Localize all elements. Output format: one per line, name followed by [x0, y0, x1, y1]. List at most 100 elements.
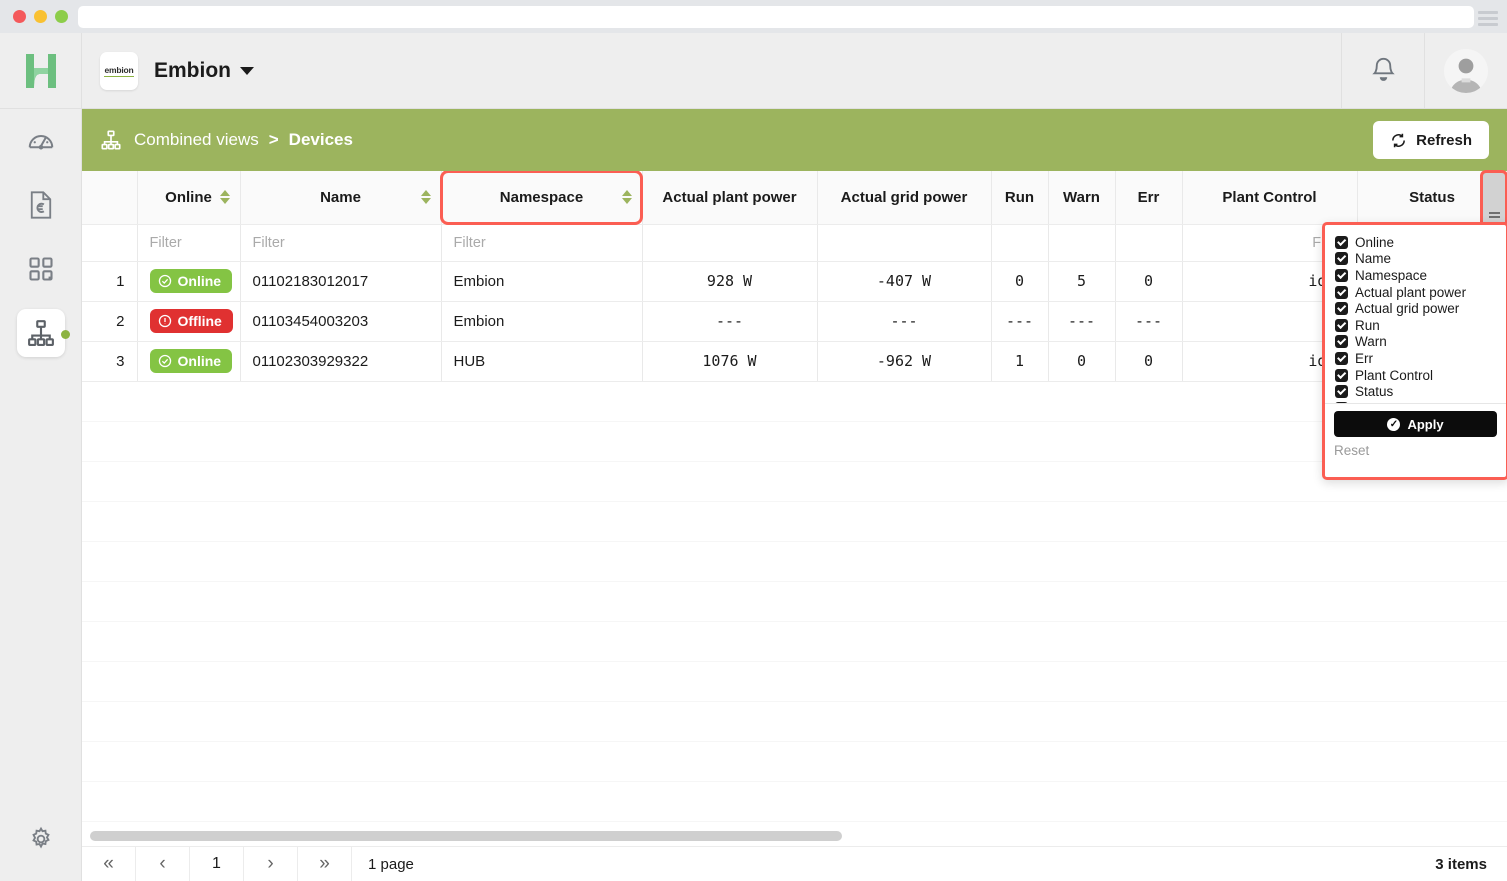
sitemap-icon	[101, 130, 121, 150]
cell-actual-grid-power: ---	[817, 301, 992, 342]
column-header-plant-control[interactable]: Plant Control	[1182, 171, 1358, 225]
current-page-input[interactable]: 1	[190, 847, 244, 881]
sort-icon[interactable]	[219, 190, 230, 205]
column-header-err[interactable]: Err	[1115, 171, 1183, 225]
horizontal-scrollbar-thumb[interactable]	[90, 831, 842, 841]
next-page-button[interactable]: ›	[244, 847, 298, 881]
close-window-button[interactable]	[13, 10, 26, 23]
column-toggle-err[interactable]: Err	[1335, 350, 1506, 367]
column-chooser-list: Online Name Namespace Actual plant power…	[1325, 225, 1506, 403]
horizontal-scrollbar-track[interactable]	[82, 826, 1507, 846]
filter-input-online[interactable]: Filter	[137, 224, 241, 262]
table-row[interactable]: 2 Offline 01103454003203 Embion --- --- …	[82, 301, 1507, 342]
breadcrumb-parent[interactable]: Combined views	[134, 130, 259, 149]
column-toggle-warn[interactable]: Warn	[1335, 334, 1506, 351]
apply-button[interactable]: ✓ Apply	[1334, 411, 1497, 437]
checkbox[interactable]	[1335, 401, 1348, 403]
checkbox[interactable]	[1335, 368, 1348, 382]
checkbox[interactable]	[1335, 235, 1348, 249]
column-header-run[interactable]: Run	[991, 171, 1049, 225]
prev-page-button[interactable]: ‹	[136, 847, 190, 881]
column-header-actual-grid-power[interactable]: Actual grid power	[817, 171, 992, 225]
column-toggle-name[interactable]: Name	[1335, 251, 1506, 268]
traffic-lights	[0, 10, 68, 23]
row-index: 2	[82, 301, 138, 342]
refresh-button[interactable]: Refresh	[1373, 121, 1489, 159]
hamburger-icon[interactable]	[1478, 11, 1498, 26]
checkbox[interactable]	[1335, 268, 1348, 282]
first-page-button[interactable]: «	[82, 847, 136, 881]
cell-name: 01102303929322	[240, 341, 442, 382]
filter-cell-run	[991, 224, 1049, 262]
column-header-actual-plant-power[interactable]: Actual plant power	[642, 171, 818, 225]
column-toggle-actual-grid-power[interactable]: Actual grid power	[1335, 300, 1506, 317]
column-chooser-handle[interactable]	[1480, 170, 1507, 225]
filter-input-name[interactable]: Filter	[240, 224, 442, 262]
column-header-name[interactable]: Name	[240, 171, 442, 225]
header-label: Plant Control	[1222, 188, 1317, 206]
devices-table: Online Name Namespace Actual plant power…	[82, 171, 1507, 881]
column-header-online[interactable]: Online	[137, 171, 241, 225]
cell-actual-plant-power: 1076 W	[642, 341, 818, 382]
notifications-button[interactable]	[1341, 32, 1424, 109]
tenant-name: Embion	[154, 58, 231, 82]
minimize-window-button[interactable]	[34, 10, 47, 23]
cell-actual-plant-power: 928 W	[642, 261, 818, 302]
cell-online: Online	[137, 261, 241, 302]
filter-cell-err	[1115, 224, 1183, 262]
checkbox[interactable]	[1335, 385, 1348, 399]
empty-row	[82, 781, 1507, 822]
empty-row	[82, 661, 1507, 702]
chevron-down-icon[interactable]	[240, 66, 254, 75]
checkbox[interactable]	[1335, 335, 1348, 349]
column-toggle-label: Err	[1355, 350, 1373, 366]
maximize-window-button[interactable]	[55, 10, 68, 23]
app-header: embion Embion	[82, 32, 1507, 109]
checkbox[interactable]	[1335, 285, 1348, 299]
tenant-logo[interactable]: embion	[100, 51, 138, 90]
sidebar-item-dashboard[interactable]	[0, 109, 81, 173]
user-menu-button[interactable]	[1424, 32, 1507, 109]
checkbox[interactable]	[1335, 351, 1348, 365]
table-body: Filter Filter Filter Filter Filter 1	[82, 224, 1507, 881]
sidebar-item-settings[interactable]	[0, 807, 82, 871]
column-toggle-plant-control[interactable]: Plant Control	[1335, 367, 1506, 384]
refresh-label: Refresh	[1416, 131, 1472, 149]
column-chooser-popup: Online Name Namespace Actual plant power…	[1322, 222, 1507, 480]
table-row[interactable]: 3 Online 01102303929322 HUB 1076 W -962 …	[82, 341, 1507, 382]
app-logo[interactable]	[0, 33, 81, 109]
cell-warn: 5	[1048, 261, 1116, 302]
column-toggle-label: Message	[1355, 401, 1410, 403]
sort-icon[interactable]	[621, 190, 632, 205]
cell-actual-plant-power: ---	[642, 301, 818, 342]
sidebar-item-apps[interactable]	[0, 237, 81, 301]
last-page-button[interactable]: »	[298, 847, 352, 881]
empty-row	[82, 741, 1507, 782]
column-toggle-message[interactable]: Message	[1335, 400, 1506, 403]
sort-icon[interactable]	[420, 190, 431, 205]
url-input[interactable]	[78, 6, 1474, 28]
checkbox[interactable]	[1335, 252, 1348, 266]
filter-row: Filter Filter Filter Filter Filter	[82, 224, 1507, 262]
column-toggle-namespace[interactable]: Namespace	[1335, 267, 1506, 284]
filter-input-namespace[interactable]: Filter	[441, 224, 643, 262]
column-toggle-run[interactable]: Run	[1335, 317, 1506, 334]
checkbox[interactable]	[1335, 318, 1348, 332]
column-header-warn[interactable]: Warn	[1048, 171, 1116, 225]
cell-err: ---	[1115, 301, 1183, 342]
column-header-namespace[interactable]: Namespace	[440, 171, 643, 225]
header-label: Actual grid power	[840, 188, 968, 206]
sidebar-item-billing[interactable]	[0, 173, 81, 237]
column-toggle-actual-plant-power[interactable]: Actual plant power	[1335, 284, 1506, 301]
empty-row	[82, 621, 1507, 662]
reset-link[interactable]: Reset	[1334, 443, 1370, 458]
empty-row	[82, 501, 1507, 542]
check-circle-icon: ✓	[1387, 417, 1401, 431]
column-toggle-status[interactable]: Status	[1335, 383, 1506, 400]
cell-warn: 0	[1048, 341, 1116, 382]
header-label: Actual plant power	[662, 188, 797, 206]
table-row[interactable]: 1 Online 01102183012017 Embion 928 W -40…	[82, 261, 1507, 302]
sidebar-item-combined-views[interactable]	[0, 301, 81, 365]
checkbox[interactable]	[1335, 302, 1348, 316]
column-toggle-online[interactable]: Online	[1335, 234, 1506, 251]
